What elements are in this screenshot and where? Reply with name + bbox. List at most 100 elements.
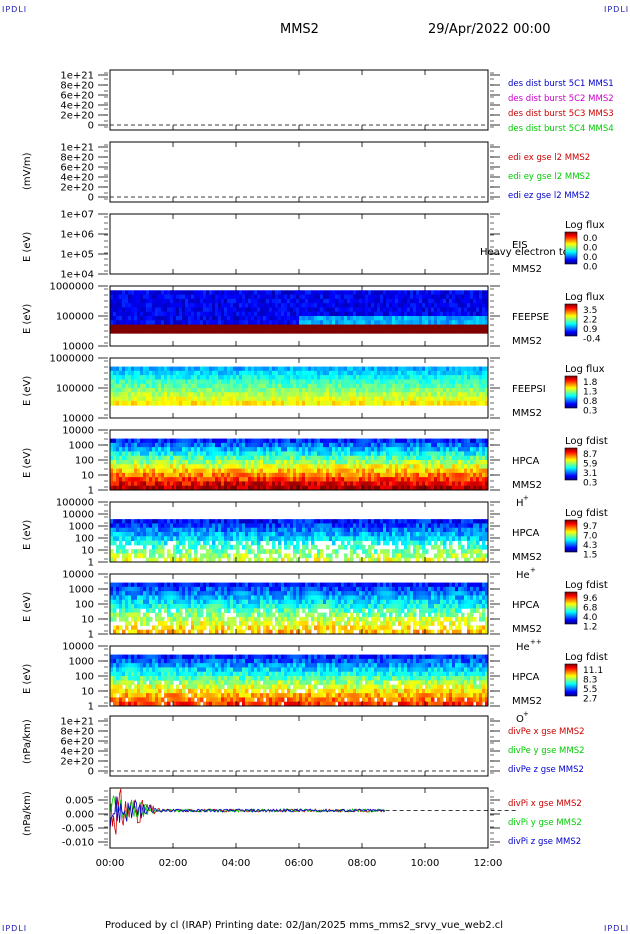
heatmap-cell-hpca_he <box>326 536 330 542</box>
heatmap-cell-hpca_h <box>167 460 171 465</box>
heatmap-cell-feepse <box>440 328 444 334</box>
species-label-hpca_h: H <box>516 498 524 509</box>
heatmap-cell-hpca_h <box>194 477 198 482</box>
heatmap-cell-hpca_h <box>389 468 393 474</box>
heatmap-cell-hpca_he <box>155 527 159 533</box>
heatmap-cell-feepsi <box>449 366 453 372</box>
heatmap-cell-feepsi <box>299 392 303 398</box>
heatmap-cell-hpca_h <box>185 477 189 482</box>
heatmap-cell-feepsi <box>443 375 447 380</box>
heatmap-cell-hpca_h <box>347 468 351 474</box>
heatmap-cell-hpca_h <box>182 472 186 478</box>
heatmap-cell-hpca_h <box>260 451 264 457</box>
heatmap-cell-hpca_he <box>305 523 309 529</box>
heatmap-cell-feepse <box>215 311 219 317</box>
heatmap-cell-feepsi <box>212 396 216 402</box>
heatmap-cell-feepse <box>140 294 144 300</box>
heatmap-cell-hpca_h <box>128 472 132 478</box>
heatmap-cell-hpca_he <box>371 536 375 542</box>
heatmap-cell-feepsi <box>179 388 183 393</box>
heatmap-cell-feepse <box>365 328 369 334</box>
heatmap-cell-hpca_h <box>410 468 414 474</box>
heatmap-cell-feepsi <box>353 379 357 385</box>
heatmap-cell-hpca_h <box>371 451 375 457</box>
heatmap-cell-feepse <box>398 290 402 296</box>
heatmap-cell-feepse <box>155 316 159 321</box>
heatmap-cell-feepse <box>119 324 123 330</box>
heatmap-cell-feepsi <box>110 375 114 380</box>
heatmap-cell-hpca_he <box>209 519 213 524</box>
heatmap-cell-feepse <box>395 311 399 317</box>
heatmap-cell-feepse <box>410 290 414 296</box>
heatmap-cell-feepse <box>431 307 435 313</box>
heatmap-cell-hpca_he <box>167 532 171 537</box>
heatmap-cell-feepse <box>359 307 363 313</box>
heatmap-cell-feepse <box>266 324 270 330</box>
heatmap-cell-hpca_he <box>302 519 306 524</box>
heatmap-cell-feepse <box>149 311 153 317</box>
heatmap-cell-hpca_h <box>326 442 330 448</box>
heatmap-cell-hpca_h <box>251 472 255 478</box>
heatmap-cell-feepsi <box>470 370 474 376</box>
heatmap-cell-feepsi <box>365 370 369 376</box>
heatmap-cell-feepsi <box>482 392 486 398</box>
heatmap-cell-feepse <box>176 324 180 330</box>
heatmap-cell-feepse <box>437 316 441 321</box>
heatmap-cell-feepsi <box>194 375 198 380</box>
heatmap-cell-feepsi <box>113 379 117 385</box>
heatmap-cell-feepse <box>227 303 231 308</box>
heatmap-cell-hpca_he <box>185 523 189 529</box>
heatmap-cell-hpca_h <box>365 451 369 457</box>
heatmap-cell-hpca_h <box>182 464 186 470</box>
heatmap-cell-hpca_h <box>155 438 159 444</box>
heatmap-cell-feepse <box>158 311 162 317</box>
heatmap-cell-hpca_h <box>311 468 315 474</box>
heatmap-cell-hpca_h <box>353 438 357 444</box>
heatmap-cell-hpca_h <box>272 451 276 457</box>
heatmap-cell-feepse <box>242 290 246 296</box>
heatmap-cell-feepse <box>335 307 339 313</box>
heatmap-cell-hpca_h <box>425 472 429 478</box>
heatmap-cell-feepsi <box>362 370 366 376</box>
heatmap-cell-hpca_h <box>128 442 132 448</box>
heatmap-cell-hpca_h <box>323 442 327 448</box>
heatmap-cell-feepse <box>335 316 339 321</box>
heatmap-cell-hpca_h <box>416 442 420 448</box>
heatmap-cell-hpca_h <box>254 468 258 474</box>
heatmap-cell-hpca_h <box>182 468 186 474</box>
heatmap-cell-feepsi <box>335 388 339 393</box>
heatmap-cell-hpca_he <box>122 544 126 550</box>
heatmap-cell-feepse <box>476 316 480 321</box>
heatmap-cell-feepsi <box>446 388 450 393</box>
heatmap-cell-hpca_he <box>173 536 177 542</box>
heatmap-cell-feepsi <box>215 392 219 398</box>
heatmap-cell-feepsi <box>230 388 234 393</box>
heatmap-cell-hpca_h <box>473 485 477 491</box>
heatmap-cell-hpca_h <box>149 472 153 478</box>
heatmap-cell-feepse <box>272 328 276 334</box>
heatmap-cell-hpca_h <box>128 447 132 452</box>
heatmap-cell-feepsi <box>398 388 402 393</box>
heatmap-cell-feepsi <box>227 379 231 385</box>
heatmap-cell-hpca_h <box>215 464 219 470</box>
heatmap-cell-feepsi <box>365 400 369 406</box>
heatmap-cell-feepsi <box>323 388 327 393</box>
heatmap-cell-feepse <box>278 290 282 296</box>
heatmap-cell-feepse <box>476 311 480 317</box>
heatmap-cell-feepse <box>371 316 375 321</box>
heatmap-cell-hpca_h <box>410 472 414 478</box>
heatmap-cell-hpca_h <box>353 455 357 461</box>
heatmap-cell-feepsi <box>296 379 300 385</box>
heatmap-cell-feepsi <box>269 370 273 376</box>
heatmap-cell-feepsi <box>302 400 306 406</box>
heatmap-cell-hpca_h <box>293 460 297 465</box>
heatmap-cell-feepse <box>389 316 393 321</box>
heatmap-cell-hpca_h <box>467 485 471 491</box>
heatmap-cell-hpca_h <box>134 442 138 448</box>
heatmap-cell-hpca_he <box>200 557 204 563</box>
heatmap-cell-feepsi <box>434 396 438 402</box>
heatmap-cell-feepse <box>134 294 138 300</box>
heatmap-cell-hpca_h <box>461 468 465 474</box>
heatmap-cell-feepsi <box>272 366 276 372</box>
heatmap-cell-hpca_h <box>143 464 147 470</box>
